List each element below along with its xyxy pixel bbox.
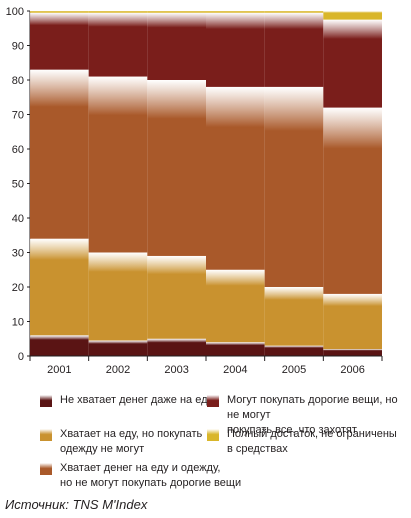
x-tick-label: 2001 [47, 364, 71, 376]
y-tick-label: 90 [12, 41, 24, 53]
y-axis: 0 10 20 30 40 50 60 70 80 90 100 [6, 6, 31, 363]
legend-label: Хватает денег на еду и одежду, но не мог… [60, 462, 242, 489]
bar-segment-2005-s4 [264, 11, 324, 13]
bar-segment-2006-s3 [323, 19, 382, 108]
legend-label: Могут покупать дорогие вещи, но не могут… [227, 394, 398, 436]
bar-segment-2003-s1 [147, 255, 206, 339]
legend-label: Не хватает денег даже на еду [60, 394, 214, 406]
swatch-dark-red-icon [40, 395, 52, 407]
bar-segment-2005-s0 [264, 345, 324, 356]
bar-segment-2003-s4 [147, 11, 206, 13]
swatch-maroon-icon [207, 395, 219, 407]
source-note: Источник: TNS M'Index [5, 497, 148, 512]
swatch-gold-icon [40, 429, 52, 441]
bar-segment-2005-s2 [264, 86, 324, 288]
legend-label: Хватает на еду, но покупать одежду не мо… [60, 428, 203, 455]
y-tick-label: 40 [12, 213, 24, 225]
bar-segment-2006-s0 [323, 349, 382, 356]
bar-segment-2004-s0 [206, 342, 265, 356]
legend-item-food-clothes: Хватает денег на еду и одежду, но не мог… [40, 461, 241, 491]
x-tick-label: 2004 [223, 364, 247, 376]
bar-segment-2004-s4 [206, 11, 265, 13]
bar-segment-2002-s1 [88, 252, 148, 341]
bar-segment-2006-s2 [323, 107, 382, 294]
bar-segment-2004-s1 [206, 269, 265, 343]
bar-segment-2001-s2 [30, 69, 89, 239]
bars [30, 11, 382, 356]
bar-segment-2004-s2 [206, 86, 265, 270]
y-tick-label: 50 [12, 179, 24, 191]
bar-segment-2002-s4 [88, 11, 148, 13]
bar-segment-2003-s0 [147, 338, 206, 356]
bar-segment-2002-s0 [88, 340, 148, 356]
bar-segment-2001-s4 [30, 11, 89, 13]
bar-segment-2003-s2 [147, 80, 206, 256]
swatch-brown-icon [40, 463, 52, 475]
x-tick-label: 2005 [282, 364, 306, 376]
y-tick-label: 10 [12, 317, 24, 329]
bar-segment-2002-s3 [88, 12, 148, 77]
y-tick-label: 20 [12, 282, 24, 294]
bar-segment-2001-s1 [30, 238, 89, 336]
legend-item-full-prosperity: Полный достаток, не ограничены в средств… [207, 427, 397, 457]
y-tick-label: 100 [6, 6, 24, 18]
legend-label: Полный достаток, не ограничены в средств… [227, 428, 397, 455]
x-tick-label: 2002 [106, 364, 130, 376]
y-tick-label: 80 [12, 75, 24, 87]
swatch-yellow-icon [207, 429, 219, 441]
bar-segment-2001-s3 [30, 12, 89, 70]
bar-segment-2005-s3 [264, 12, 324, 87]
bar-segment-2001-s0 [30, 335, 89, 356]
y-tick-label: 60 [12, 144, 24, 156]
bar-segment-2006-s4 [323, 11, 382, 20]
bar-segment-2003-s3 [147, 12, 206, 81]
y-tick-label: 70 [12, 110, 24, 122]
y-tick-label: 0 [18, 351, 24, 363]
bar-segment-2006-s1 [323, 293, 382, 350]
bar-segment-2002-s2 [88, 76, 148, 253]
bar-segment-2004-s3 [206, 12, 265, 87]
legend-item-expensive-limited: Могут покупать дорогие вещи, но не могут… [207, 393, 411, 438]
x-tick-label: 2006 [340, 364, 364, 376]
bar-segment-2005-s1 [264, 287, 324, 346]
legend-item-food-no-clothes: Хватает на еду, но покупать одежду не мо… [40, 427, 202, 457]
x-tick-label: 2003 [164, 364, 188, 376]
legend-item-no-food: Не хватает денег даже на еду [40, 393, 213, 408]
y-tick-label: 30 [12, 248, 24, 260]
x-axis: 2001 2002 2003 2004 2005 2006 [29, 355, 383, 376]
